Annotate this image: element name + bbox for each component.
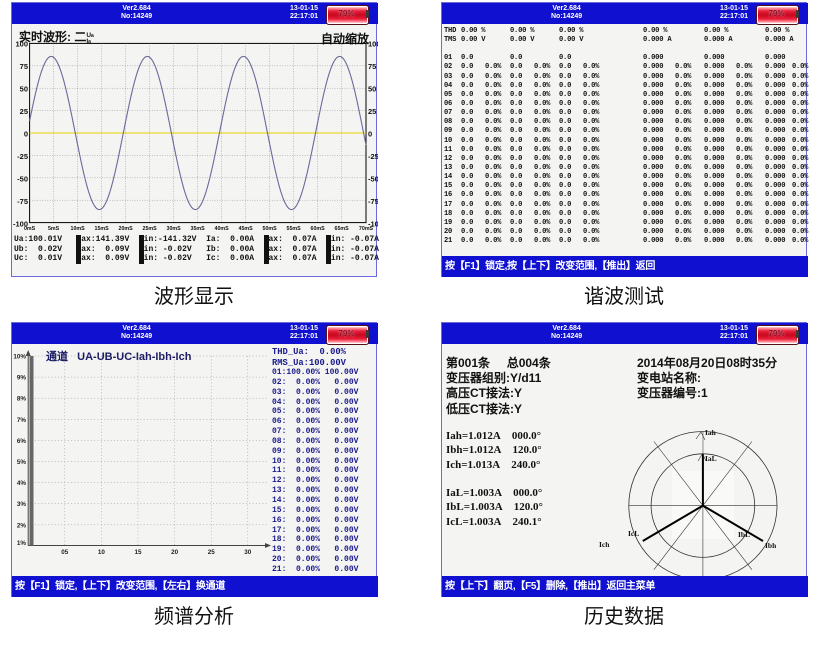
svg-text:Ibh: Ibh	[765, 541, 777, 550]
svg-text:100: 100	[368, 40, 378, 49]
svg-text:75: 75	[368, 62, 376, 71]
svg-text:15mS: 15mS	[95, 226, 110, 232]
svg-text:20mS: 20mS	[119, 226, 134, 232]
svg-text:6%: 6%	[17, 438, 27, 445]
svg-text:10: 10	[98, 549, 106, 556]
svg-text:65mS: 65mS	[335, 226, 350, 232]
svg-text:Ich: Ich	[599, 540, 610, 549]
svg-text:45mS: 45mS	[239, 226, 254, 232]
svg-text:25: 25	[208, 549, 216, 556]
svg-text:50: 50	[20, 85, 28, 94]
svg-text:50mS: 50mS	[263, 226, 278, 232]
svg-text:8%: 8%	[17, 396, 27, 403]
svg-text:-25: -25	[17, 152, 28, 161]
svg-text:4%: 4%	[17, 480, 27, 487]
svg-text:2%: 2%	[17, 522, 27, 529]
svg-text:1%: 1%	[17, 540, 27, 547]
svg-text:25: 25	[368, 107, 376, 116]
svg-text:40mS: 40mS	[215, 226, 230, 232]
svg-text:55mS: 55mS	[287, 226, 302, 232]
svg-text:IaL: IaL	[705, 454, 717, 463]
svg-text:9%: 9%	[17, 375, 27, 382]
svg-text:25: 25	[20, 107, 28, 116]
svg-text:100: 100	[15, 40, 28, 49]
svg-text:60mS: 60mS	[311, 226, 326, 232]
svg-text:20: 20	[171, 549, 179, 556]
svg-text:Iah: Iah	[705, 428, 717, 437]
svg-text:10%: 10%	[13, 354, 26, 361]
svg-text:0: 0	[368, 130, 372, 139]
svg-text:10mS: 10mS	[71, 226, 86, 232]
svg-text:35mS: 35mS	[191, 226, 206, 232]
svg-text:75: 75	[20, 62, 28, 71]
svg-text:0: 0	[24, 130, 28, 139]
svg-text:25mS: 25mS	[143, 226, 158, 232]
svg-text:-50: -50	[17, 175, 28, 184]
svg-text:30mS: 30mS	[167, 226, 182, 232]
svg-text:-75: -75	[368, 197, 378, 206]
svg-text:5%: 5%	[17, 459, 27, 466]
svg-text:70mS: 70mS	[359, 226, 374, 232]
svg-text:30: 30	[244, 549, 252, 556]
svg-text:7%: 7%	[17, 417, 27, 424]
svg-text:0mS: 0mS	[24, 226, 36, 232]
svg-text:5mS: 5mS	[48, 226, 60, 232]
svg-text:05: 05	[61, 549, 69, 556]
svg-text:3%: 3%	[17, 501, 27, 508]
svg-text:15: 15	[134, 549, 142, 556]
svg-text:-25: -25	[368, 152, 378, 161]
svg-text:-75: -75	[17, 197, 28, 206]
svg-text:-50: -50	[368, 175, 378, 184]
svg-text:IbL: IbL	[738, 530, 750, 539]
svg-text:IcL: IcL	[628, 529, 639, 538]
svg-text:50: 50	[368, 85, 376, 94]
